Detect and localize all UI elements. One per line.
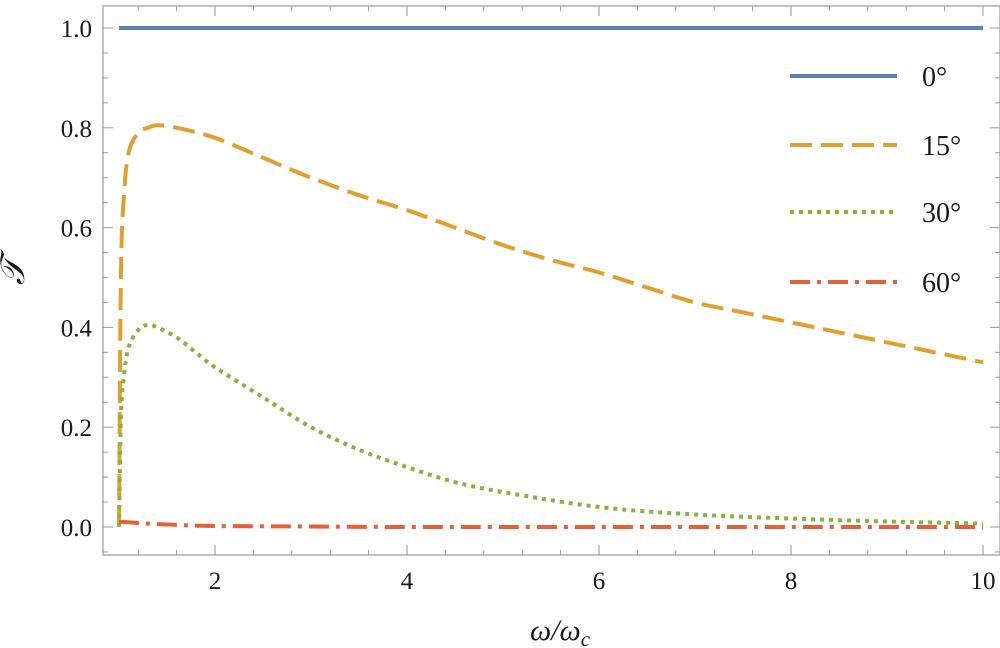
- x-axis-label-main: ω/ω: [530, 614, 581, 647]
- y-tick-label: 0.2: [61, 415, 92, 442]
- y-axis-label: 𝒯: [0, 249, 32, 285]
- plot-frame: [102, 5, 1000, 556]
- y-tick-label: 0.6: [61, 216, 92, 243]
- x-axis-label-sub: c: [581, 627, 591, 648]
- series-line-2: [117, 322, 984, 528]
- x-tick-label: 8: [785, 568, 798, 595]
- x-tick-label: 2: [209, 568, 222, 595]
- x-tick-label: 10: [971, 568, 996, 595]
- frame-border: [102, 5, 1000, 556]
- series-line-1: [117, 123, 984, 528]
- series-1: [117, 123, 984, 528]
- series-3: [118, 519, 983, 530]
- y-tick-label: 1.0: [61, 16, 92, 43]
- y-tick-label: 0.0: [61, 515, 92, 542]
- series-layer: [117, 26, 984, 530]
- x-axis-label: ω/ωc: [530, 614, 591, 648]
- y-tick-label: 0.4: [61, 315, 93, 342]
- x-tick-label: 6: [593, 568, 606, 595]
- y-ticks: 0.0 0.2 0.4 0.6 0.8 1.0: [61, 16, 1000, 553]
- series-2: [117, 322, 984, 528]
- legend-label-3: 60°: [922, 268, 961, 299]
- x-tick-label: 4: [401, 568, 414, 595]
- legend-label-0: 0°: [922, 62, 947, 93]
- series-line-3: [118, 519, 983, 530]
- legend-label-2: 30°: [922, 198, 961, 229]
- legend-label-1: 15°: [922, 131, 961, 162]
- x-ticks: 2 4 6 8 10: [137, 6, 996, 595]
- legend: 0° 15° 30° 60°: [790, 62, 961, 299]
- y-tick-label: 0.8: [61, 116, 92, 143]
